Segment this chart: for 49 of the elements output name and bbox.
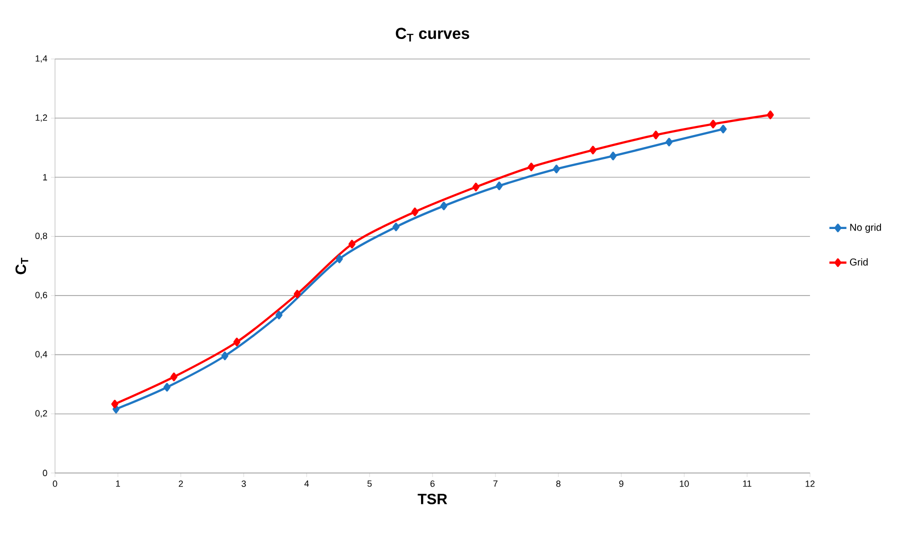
point <box>652 130 660 140</box>
x-tick-label: 8 <box>556 480 560 487</box>
x-tick-label: 6 <box>430 480 435 487</box>
point <box>610 152 617 160</box>
x-tick-label: 1 <box>116 480 120 487</box>
x-tick-label: 4 <box>304 480 309 487</box>
y-tick-label: 1,2 <box>36 114 48 122</box>
point <box>552 164 560 174</box>
point <box>392 222 400 232</box>
point <box>111 400 118 408</box>
point <box>496 182 503 190</box>
y-tick-label: 1 <box>43 174 48 180</box>
x-tick-label: 0 <box>52 480 58 487</box>
x-tick-label: 11 <box>743 480 752 487</box>
point <box>348 240 356 248</box>
point <box>411 208 418 216</box>
y-tick-label: 0,6 <box>35 292 48 300</box>
chart-title: C$_{T}$ curves <box>396 28 470 42</box>
y-axis-title: C$_{T}$ <box>15 258 28 274</box>
y-tick-label: 0,2 <box>35 410 48 418</box>
point <box>336 254 343 264</box>
point <box>720 124 727 134</box>
point <box>472 182 480 192</box>
x-tick-label: 12 <box>806 480 815 487</box>
point <box>164 382 170 392</box>
point <box>276 310 282 320</box>
x-tick-label: 3 <box>242 480 246 487</box>
y-tick-label: 1,4 <box>36 55 48 63</box>
point <box>710 120 717 128</box>
point <box>589 146 596 154</box>
x-tick-label: 10 <box>680 480 689 487</box>
x-tick-label: 9 <box>619 480 624 487</box>
legend-label: Grid <box>850 258 868 266</box>
point <box>233 338 240 346</box>
y-tick-label: 0 <box>42 470 48 476</box>
x-axis-title: TSR <box>418 494 448 504</box>
point <box>528 162 535 172</box>
x-tick-label: 7 <box>493 480 498 487</box>
y-tick-label: 0,4 <box>35 350 48 358</box>
x-tick-label: 5 <box>367 480 372 487</box>
point <box>440 202 448 210</box>
x-tick-label: 2 <box>178 480 183 487</box>
point <box>294 290 301 298</box>
legend-label: No grid <box>850 224 881 233</box>
point <box>766 110 774 120</box>
point <box>170 372 178 382</box>
y-tick-label: 0,8 <box>35 232 48 240</box>
point <box>221 352 228 360</box>
point <box>666 138 673 146</box>
